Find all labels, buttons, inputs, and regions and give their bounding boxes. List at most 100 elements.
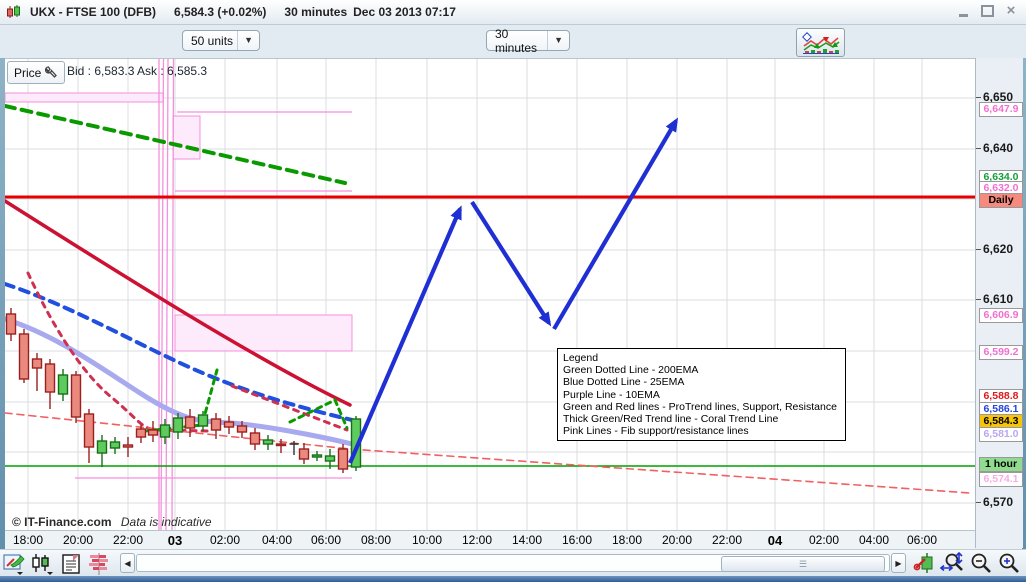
zoom-reset-button[interactable] [940, 551, 966, 575]
chart-type-icon [32, 553, 53, 575]
candle-body [159, 424, 171, 438]
x-axis-label: 04 [767, 533, 783, 548]
price-axis[interactable]: 6,650 6,640 6,620 6,610 6,570 6,647.9 6,634.0 6… [975, 58, 1023, 548]
ema200-dotted [5, 104, 347, 185]
copyright-text: © IT-Finance.com [12, 515, 112, 529]
market-depth-button[interactable] [86, 552, 112, 576]
legend-line-3: Purple Line - 10EMA [563, 388, 660, 401]
units-dropdown[interactable]: 50 units ▼ [182, 30, 260, 51]
x-axis-label: 18:00 [12, 533, 44, 547]
minimize-button[interactable] [956, 4, 970, 18]
timeframe-dropdown[interactable]: 30 minutes ▼ [486, 27, 570, 55]
scrollbar-track[interactable]: ☰ [136, 554, 890, 572]
price-tag: Daily [979, 193, 1023, 208]
x-axis-label: 12:00 [461, 533, 493, 547]
y-axis-label: 6,640 [983, 141, 1014, 155]
candle-body [275, 443, 287, 447]
legend-line-0: Legend [563, 352, 599, 364]
candle-body [184, 416, 196, 429]
window-title-price: 6,584.3 (+0.02%) [174, 5, 267, 19]
chart-scrollbar: ◀ ☰ ▶ [120, 553, 906, 573]
window-controls: × [956, 2, 1018, 19]
chart-toolbar: 50 units ▼ 30 minutes ▼ [0, 25, 1026, 58]
report-icon [62, 553, 80, 574]
price-tag: 1 hour [979, 457, 1023, 472]
candle-body [18, 333, 30, 380]
y-axis-label: 6,650 [983, 90, 1014, 104]
x-axis-label: 14:00 [511, 533, 543, 547]
candle-body [135, 428, 147, 438]
protrend-red-2 [230, 384, 349, 432]
candle-body [298, 448, 310, 460]
chart-canvas[interactable] [5, 59, 975, 531]
zoom-reset-icon [940, 552, 963, 572]
bottom-toolbar: ◀ ☰ ▶ [0, 549, 1026, 577]
price-tag: 6,606.9 [979, 308, 1023, 323]
candle-body [197, 414, 209, 427]
x-axis-label: 10:00 [411, 533, 443, 547]
y-tick-mark [976, 502, 981, 503]
scroll-right-button[interactable]: ▶ [891, 553, 906, 573]
candle-body [311, 454, 323, 458]
maximize-button[interactable] [980, 4, 994, 18]
y-axis-label: 6,570 [983, 495, 1014, 509]
zoom-in-icon [999, 553, 1019, 573]
fib-zone [174, 314, 353, 352]
price-tag: 6,599.2 [979, 345, 1023, 360]
scrollbar-thumb[interactable]: ☰ [721, 556, 885, 572]
price-settings-button[interactable]: Price [7, 61, 66, 84]
maximize-icon [980, 5, 994, 17]
x-axis-label: 18:00 [611, 533, 643, 547]
price-tag: 6,584.3 [979, 414, 1023, 429]
zoom-tools [910, 551, 1022, 575]
scroll-left-button[interactable]: ◀ [120, 553, 135, 573]
draw-tools-button[interactable] [2, 552, 28, 576]
y-tick-mark [976, 299, 981, 300]
zoom-in-button[interactable] [996, 551, 1022, 575]
legend-line-1: Green Dotted Line - 200EMA [563, 364, 699, 377]
x-axis-label: 02:00 [808, 533, 840, 547]
x-axis-label: 04:00 [261, 533, 293, 547]
candle-body [122, 444, 134, 448]
candle-body [44, 363, 56, 393]
price-tag: 6,581.0 [979, 427, 1023, 442]
close-icon: × [1006, 2, 1016, 19]
price-tag: 6,574.1 [979, 472, 1023, 487]
x-axis-label: 22:00 [112, 533, 144, 547]
draw-tools-icon [3, 554, 25, 575]
chart-settings-button[interactable] [912, 551, 938, 575]
indicator-chart-button[interactable] [796, 28, 845, 57]
legend-line-6: Pink Lines - Fib support/resistance line… [563, 425, 749, 438]
window-right-border [1022, 58, 1026, 576]
candle-body [70, 374, 82, 418]
chart-type-button[interactable] [30, 552, 56, 576]
price-tag: 6,586.1 [979, 402, 1023, 417]
x-axis-label: 03 [167, 533, 183, 548]
y-tick-mark [976, 97, 981, 98]
candle-body [109, 441, 121, 449]
candle-body [324, 455, 336, 462]
candle-body [337, 448, 349, 470]
forecast-arrow [348, 205, 462, 464]
wrench-icon [45, 66, 58, 78]
x-axis-label: 06:00 [906, 533, 938, 547]
fib-vertical-line [171, 59, 175, 531]
copyright-note: © IT-Finance.com Data is indicative [12, 515, 212, 529]
legend-annotation: Legend Green Dotted Line - 200EMA Blue Dot… [557, 348, 846, 442]
time-axis[interactable]: 18:00 20:00 22:00 03 02:00 04:00 06:00 08:00 10:… [5, 530, 975, 550]
y-tick-mark [976, 148, 981, 149]
close-button[interactable]: × [1004, 2, 1018, 19]
x-axis-label: 04:00 [858, 533, 890, 547]
timeframe-dropdown-value: 30 minutes [495, 26, 538, 55]
zoom-out-button[interactable] [968, 551, 994, 575]
fib-zone [172, 115, 201, 160]
chart-settings-icon [913, 553, 933, 573]
price-tag: 6,647.9 [979, 102, 1023, 117]
indicator-chart-icon [801, 31, 840, 54]
y-tick-mark [976, 249, 981, 250]
window-bottom-border [0, 576, 1026, 582]
x-axis-label: 02:00 [209, 533, 241, 547]
report-button[interactable] [58, 552, 84, 576]
fib-falling-dotted [5, 412, 971, 494]
